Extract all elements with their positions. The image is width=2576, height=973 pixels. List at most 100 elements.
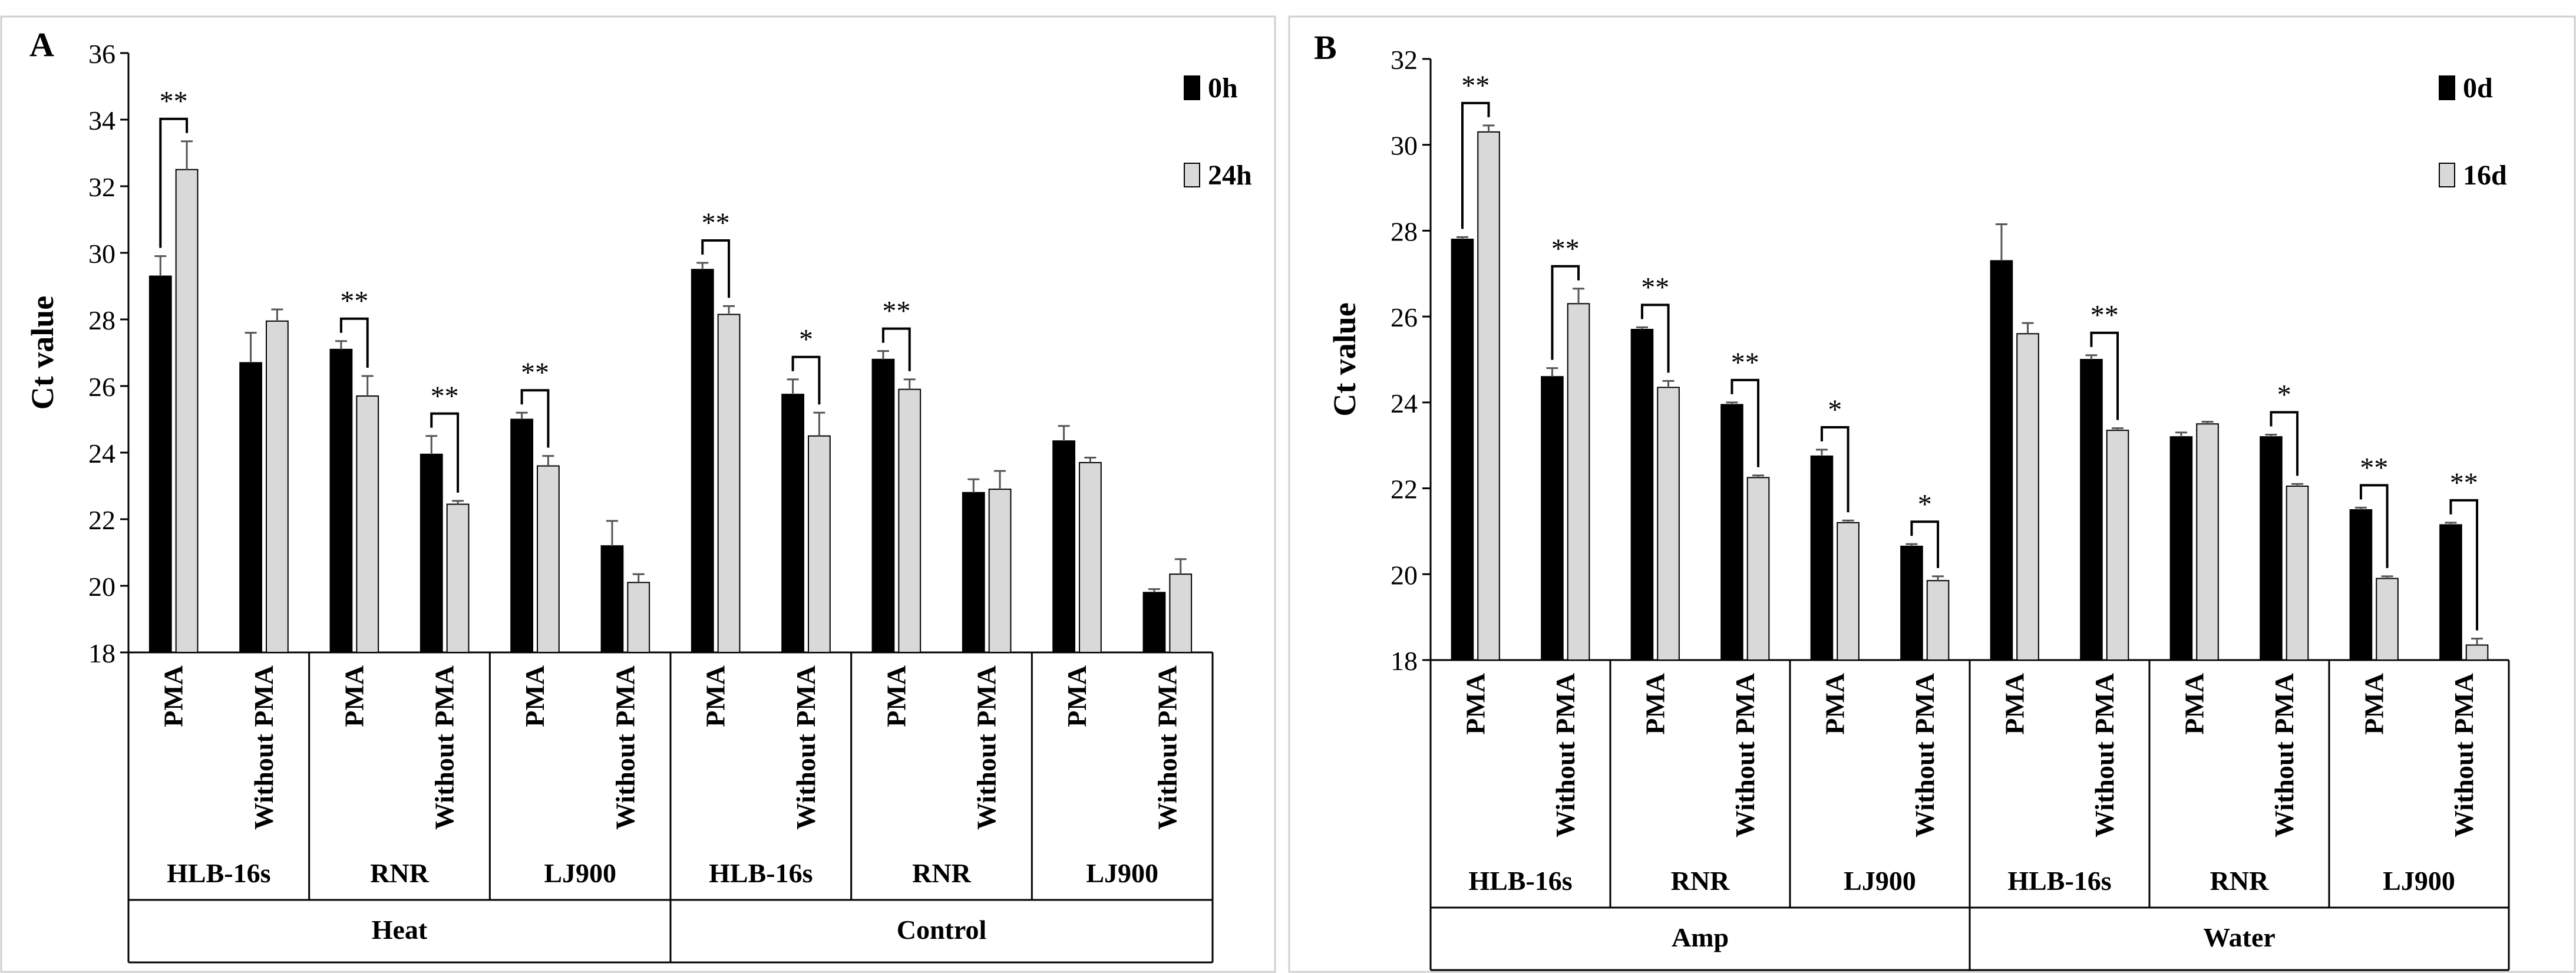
bar-16d-5[interactable]	[1837, 522, 1860, 661]
bar-0h-3[interactable]	[329, 348, 353, 653]
category-label: PMA	[1062, 665, 1092, 727]
bar-16d-9[interactable]	[2196, 423, 2219, 661]
bar-0d-1[interactable]	[1451, 239, 1474, 661]
bar-24h-2[interactable]	[266, 320, 289, 653]
bar-0d-2[interactable]	[1541, 376, 1564, 661]
legend-label: 24h	[1208, 160, 1252, 191]
significance-bracket	[1551, 265, 1580, 360]
category-label: PMA	[2359, 673, 2389, 735]
category-label: Without PMA	[1910, 673, 1940, 837]
significance-marker: *	[1918, 489, 1932, 520]
bar-16d-12[interactable]	[2465, 644, 2489, 661]
bar-24h-10[interactable]	[988, 489, 1012, 654]
category-label: Without PMA	[791, 665, 821, 830]
bar-24h-8[interactable]	[808, 435, 831, 653]
bar-0d-12[interactable]	[2439, 524, 2462, 661]
bar-0d-10[interactable]	[2260, 436, 2283, 661]
bar-0d-8[interactable]	[2080, 359, 2103, 661]
bar-24h-5[interactable]	[537, 465, 560, 653]
bar-16d-10[interactable]	[2286, 485, 2309, 661]
bar-0h-10[interactable]	[962, 492, 985, 653]
significance-bracket	[339, 317, 369, 368]
bar-16d-1[interactable]	[1477, 131, 1500, 661]
bar-0d-3[interactable]	[1630, 329, 1654, 661]
gene-group-label: RNR	[2210, 866, 2269, 896]
bar-24h-12[interactable]	[1169, 573, 1193, 653]
category-label: PMA	[881, 665, 911, 727]
bar-24h-9[interactable]	[898, 388, 922, 654]
gene-group-label: HLB-16s	[2007, 866, 2111, 896]
legend-label: 0h	[1208, 72, 1238, 104]
bar-0h-11[interactable]	[1052, 440, 1075, 653]
significance-marker: **	[1731, 347, 1759, 378]
gene-group-label: HLB-16s	[167, 858, 270, 888]
y-tick-label: 22	[1391, 474, 1418, 504]
bar-0h-7[interactable]	[691, 269, 714, 653]
y-tick-label: 34	[88, 105, 115, 136]
bar-24h-6[interactable]	[627, 582, 650, 653]
significance-bracket	[1730, 378, 1760, 467]
significance-marker: *	[799, 324, 813, 355]
bar-16d-8[interactable]	[2106, 430, 2129, 661]
panel-border	[0, 15, 1276, 973]
panel-label: A	[29, 25, 54, 64]
bar-24h-4[interactable]	[446, 503, 470, 654]
bar-0h-4[interactable]	[420, 453, 443, 653]
category-label: Without PMA	[1152, 665, 1182, 830]
category-label: Without PMA	[972, 665, 1002, 830]
significance-bracket	[701, 239, 731, 298]
bar-24h-7[interactable]	[717, 314, 741, 653]
category-label: Without PMA	[249, 665, 279, 830]
y-axis-label: Ct value	[25, 296, 60, 410]
significance-bracket	[2359, 484, 2389, 568]
bar-16d-11[interactable]	[2376, 578, 2399, 661]
bar-24h-3[interactable]	[356, 395, 379, 653]
category-label: PMA	[2179, 673, 2209, 735]
treatment-group-label: Amp	[1672, 922, 1729, 952]
y-tick-label: 30	[88, 239, 115, 269]
y-tick-label: 18	[88, 638, 115, 668]
legend-label: 16d	[2463, 160, 2507, 191]
category-label: Without PMA	[1550, 673, 1580, 837]
bar-16d-6[interactable]	[1926, 580, 1950, 661]
y-tick-label: 24	[88, 438, 115, 469]
significance-bracket	[881, 327, 911, 371]
gene-group-label: RNR	[1671, 866, 1730, 896]
legend-swatch	[1184, 163, 1200, 187]
category-label: PMA	[701, 665, 731, 727]
y-tick-label: 30	[1391, 131, 1418, 161]
bar-16d-2[interactable]	[1567, 303, 1590, 661]
category-label: PMA	[1819, 673, 1850, 735]
bar-0d-5[interactable]	[1810, 455, 1834, 661]
y-tick-label: 20	[1391, 560, 1418, 590]
gene-group-label: RNR	[370, 858, 429, 888]
legend-swatch	[1184, 75, 1200, 100]
bar-24h-11[interactable]	[1079, 461, 1102, 653]
bar-16d-3[interactable]	[1657, 387, 1680, 661]
significance-bracket	[1820, 426, 1850, 513]
bar-16d-4[interactable]	[1746, 477, 1770, 661]
bar-0h-1[interactable]	[148, 275, 172, 653]
panel-label: B	[1314, 28, 1337, 67]
gene-group-label: LJ900	[1086, 858, 1158, 888]
bar-0d-9[interactable]	[2169, 436, 2193, 661]
bar-0h-8[interactable]	[781, 394, 804, 653]
significance-bracket	[430, 412, 460, 493]
bar-0h-6[interactable]	[600, 545, 624, 654]
bar-0h-2[interactable]	[239, 362, 263, 653]
bar-0d-7[interactable]	[1990, 260, 2013, 661]
bar-24h-1[interactable]	[175, 169, 199, 653]
bar-0h-5[interactable]	[510, 418, 534, 653]
bar-0d-4[interactable]	[1720, 404, 1743, 661]
significance-marker: **	[160, 86, 188, 117]
y-tick-label: 32	[1391, 45, 1418, 75]
y-tick-label: 24	[1391, 388, 1418, 418]
bar-0h-12[interactable]	[1142, 592, 1166, 653]
bar-0d-6[interactable]	[1900, 545, 1923, 661]
gene-group-label: RNR	[912, 858, 971, 888]
bar-0d-11[interactable]	[2349, 509, 2373, 661]
bar-0h-9[interactable]	[871, 358, 895, 653]
bar-16d-7[interactable]	[2016, 333, 2039, 661]
